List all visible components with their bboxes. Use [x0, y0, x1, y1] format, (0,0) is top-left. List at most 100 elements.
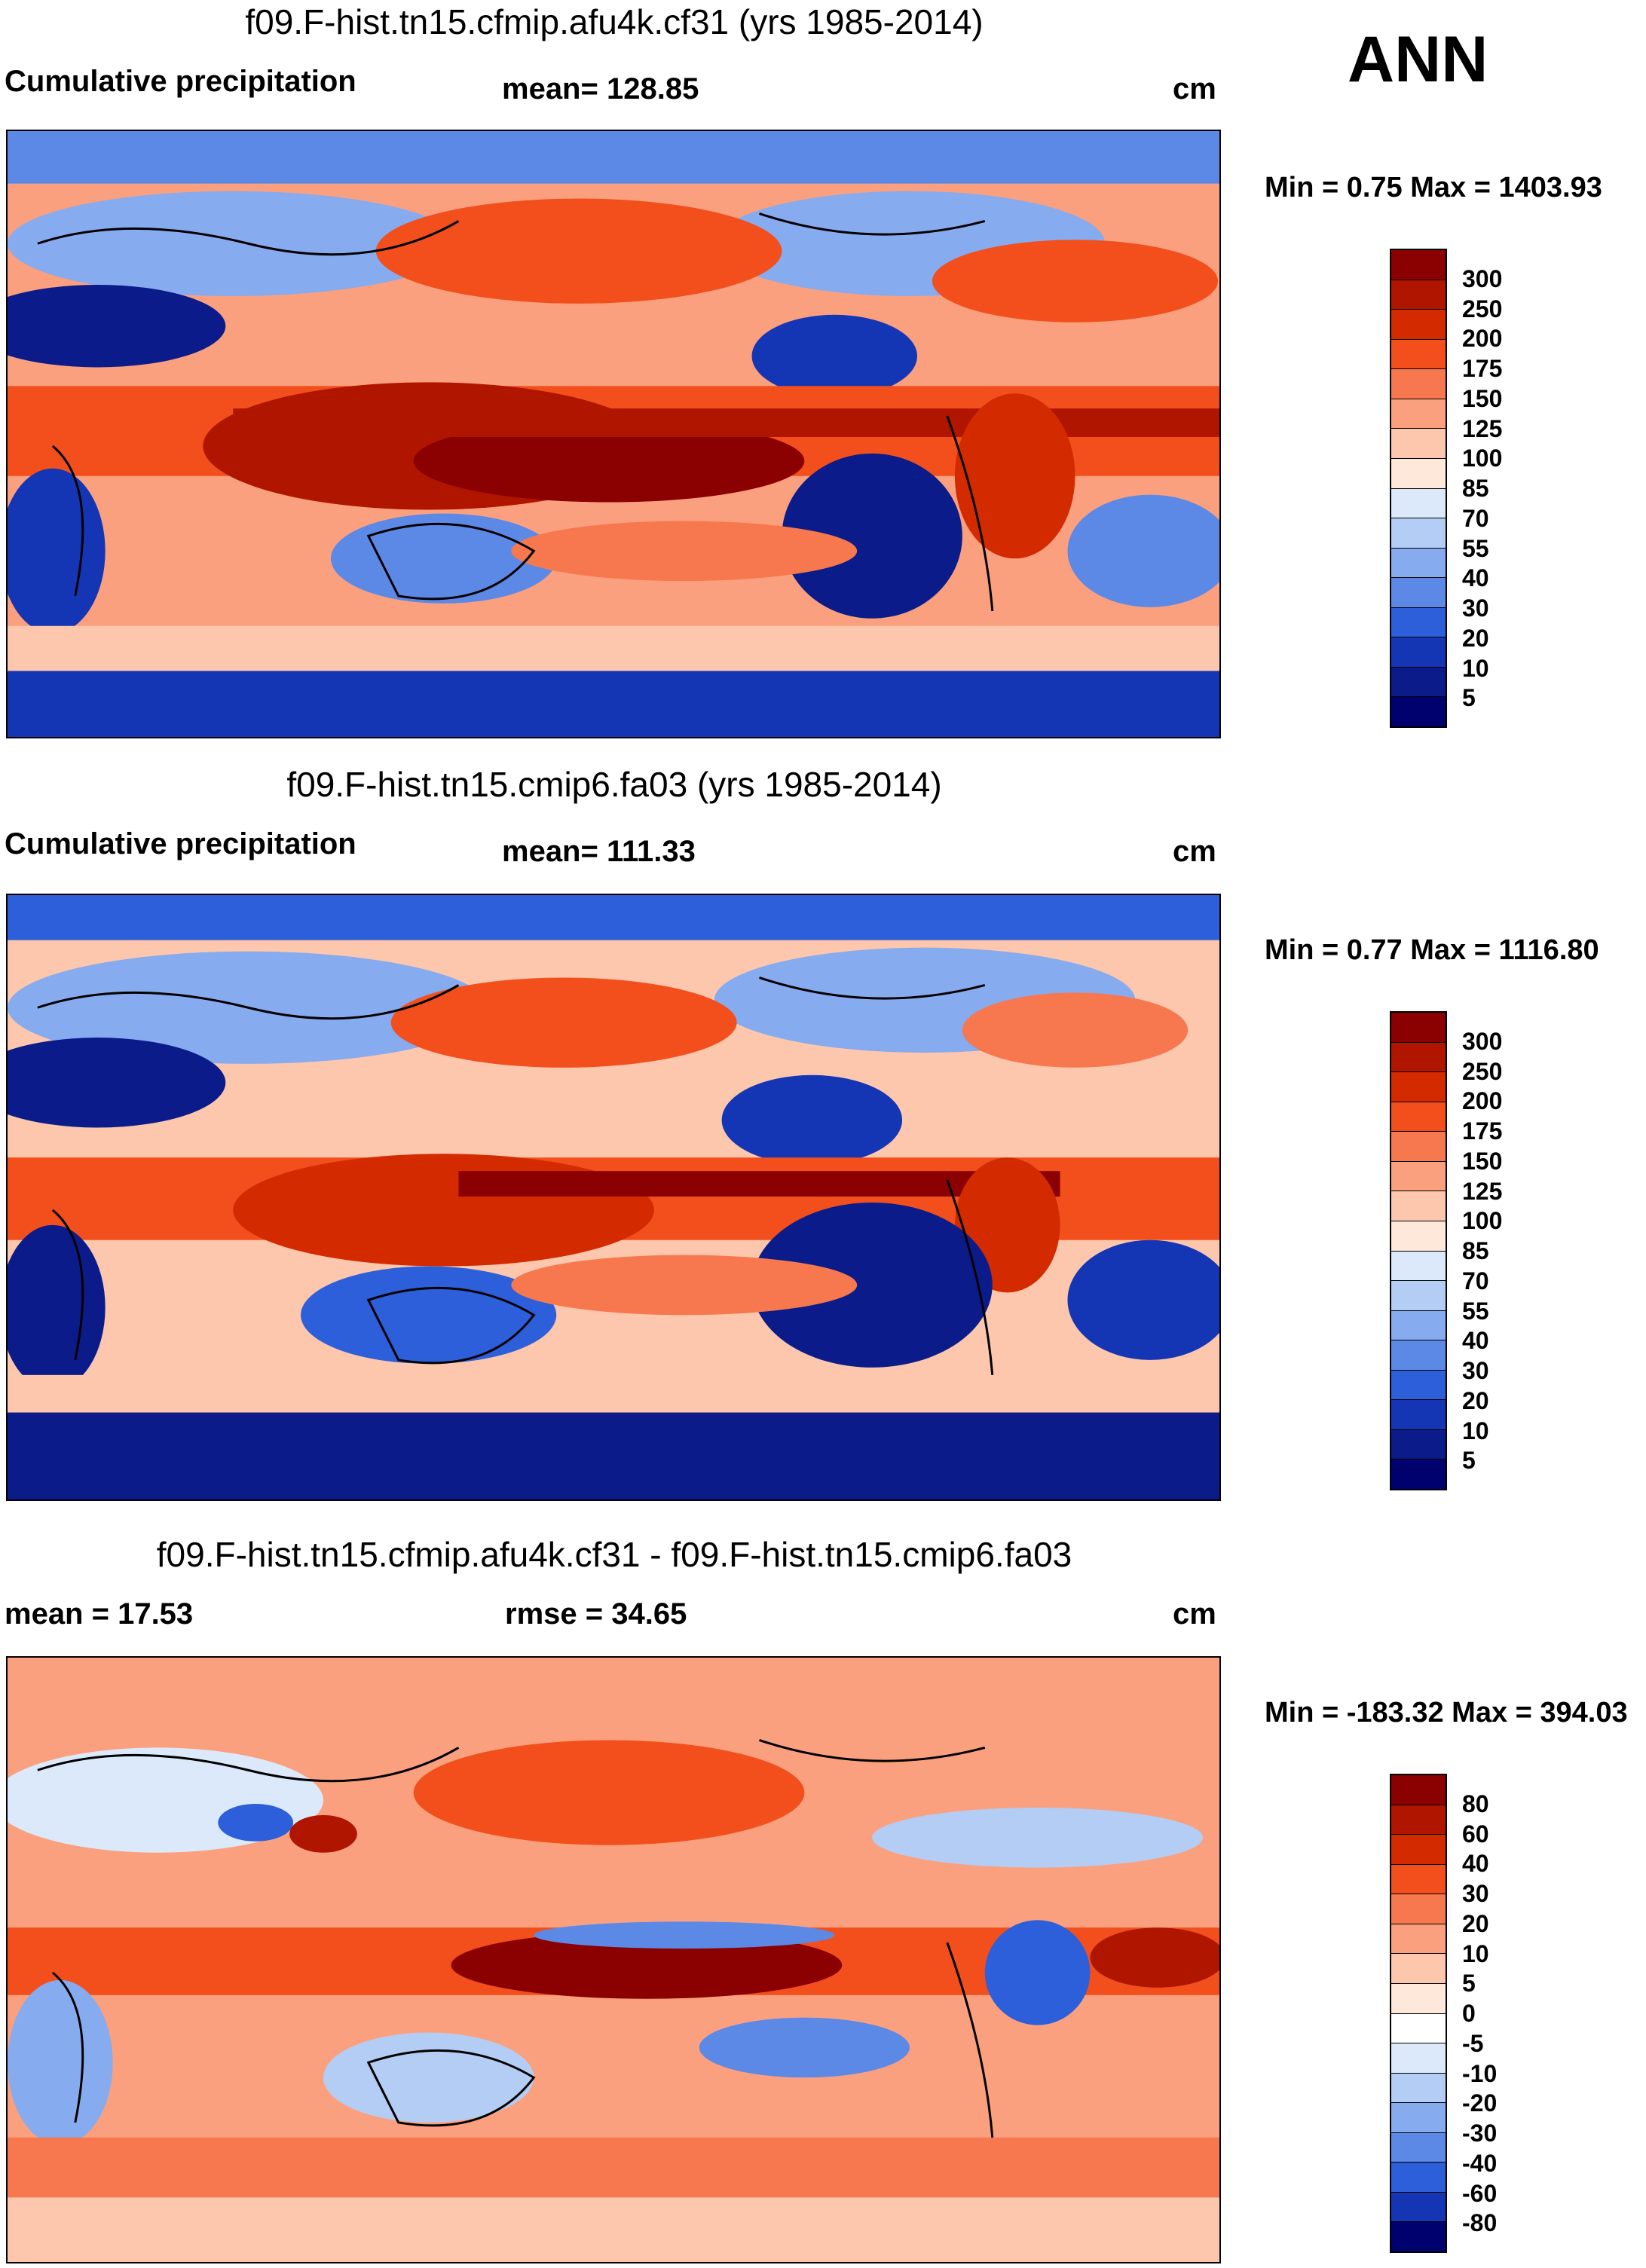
colorbar-tick-label: -30: [1462, 2120, 1498, 2147]
colorbar-tick-label: 5: [1462, 684, 1476, 712]
arctic-band: [8, 131, 1219, 184]
spcz-band: [511, 521, 858, 582]
colorbar-swatch: [1391, 458, 1446, 489]
colorbar-tick-label: 40: [1462, 564, 1489, 592]
colorbar-tick-label: 10: [1462, 1417, 1489, 1444]
panel1-title: f09.F-hist.tn15.cfmip.afu4k.cf31 (yrs 19…: [245, 2, 984, 41]
colorbar-tick-label: 20: [1462, 624, 1489, 652]
australia-neg: [323, 2032, 534, 2123]
colorbar-swatch: [1391, 667, 1446, 698]
north-atlantic-neg: [872, 1808, 1204, 1868]
colorbar-swatch: [1391, 578, 1446, 608]
warm-pool-core: [413, 420, 805, 503]
colorbar-tick-label: 100: [1462, 445, 1503, 472]
colorbar-swatch: [1391, 2163, 1446, 2193]
colorbar-tick-label: 85: [1462, 475, 1489, 502]
panel2-minmax: Min = 0.77 Max = 1116.80: [1265, 934, 1599, 966]
panel3-colorbar: [1390, 1774, 1447, 2253]
colorbar-tick-label: 300: [1462, 264, 1503, 292]
panel1-minmax: Min = 0.75 Max = 1403.93: [1265, 172, 1602, 203]
panel3-mean-label: mean = 17.53: [5, 1597, 194, 1631]
north-atlantic-storm-track: [962, 992, 1189, 1068]
panel3-title: f09.F-hist.tn15.cfmip.afu4k.cf31 - f09.F…: [156, 1535, 1072, 1574]
colorbar-tick-label: 200: [1462, 325, 1503, 353]
south-atlantic-dry: [1067, 494, 1219, 607]
colorbar-swatch: [1391, 1460, 1446, 1489]
colorbar-tick-label: 150: [1462, 1147, 1503, 1175]
tibet-dipole-neg: [218, 1804, 294, 1842]
colorbar-swatch: [1391, 399, 1446, 429]
colorbar-tick-label: 175: [1462, 1117, 1503, 1145]
colorbar-swatch: [1391, 339, 1446, 370]
colorbar-tick-label: 30: [1462, 1880, 1489, 1907]
colorbar-swatch: [1391, 1835, 1446, 1865]
colorbar-tick-label: 250: [1462, 295, 1503, 322]
panel1-map: [6, 130, 1221, 738]
colorbar-tick-label: 80: [1462, 1790, 1489, 1817]
colorbar-tick-label: 55: [1462, 1297, 1489, 1325]
southern-ocean-pos: [8, 2137, 1219, 2198]
panel2-map: [6, 894, 1221, 1501]
southern-africa-neg: [8, 1979, 113, 2145]
colorbar-swatch: [1391, 1429, 1446, 1460]
colorbar-tick-label: 30: [1462, 595, 1489, 622]
colorbar-swatch: [1391, 1340, 1446, 1371]
colorbar-swatch: [1391, 1310, 1446, 1341]
southern-ocean-band: [8, 1374, 1219, 1413]
east-pacific-dry: [751, 314, 917, 398]
colorbar-tick-label: 125: [1462, 414, 1503, 442]
colorbar-swatch: [1391, 1072, 1446, 1102]
colorbar-swatch: [1391, 1161, 1446, 1192]
panel3-rmse-label: rmse = 34.65: [505, 1597, 687, 1631]
antarctic-band: [8, 2197, 1219, 2262]
colorbar-swatch: [1391, 369, 1446, 399]
south-america-wet: [954, 393, 1075, 559]
panel2-units: cm: [1173, 835, 1216, 868]
central-pacific-max: [451, 1931, 843, 1999]
colorbar-swatch: [1391, 518, 1446, 549]
southeast-pacific-dry: [751, 1202, 993, 1368]
panel2-colorbar: [1390, 1011, 1447, 1490]
colorbar-swatch: [1391, 1132, 1446, 1162]
panel1-colorbar: [1390, 249, 1447, 728]
panel3-minmax: Min = -183.32 Max = 394.03: [1265, 1697, 1628, 1729]
colorbar-tick-label: 10: [1462, 654, 1489, 682]
north-pacific-storm-track: [390, 977, 737, 1068]
colorbar-swatch: [1391, 1042, 1446, 1073]
colorbar-swatch: [1391, 1983, 1446, 2014]
colorbar-tick-label: 5: [1462, 1447, 1476, 1475]
colorbar-tick-label: 70: [1462, 504, 1489, 532]
colorbar-tick-label: 250: [1462, 1057, 1503, 1085]
southeast-pacific-dry: [782, 453, 962, 619]
colorbar-swatch: [1391, 1251, 1446, 1282]
atlantic-itcz-pos: [1090, 1927, 1219, 1988]
antarctic-band: [8, 671, 1219, 737]
southern-ocean-band: [8, 625, 1219, 671]
south-pacific-neg: [699, 2017, 910, 2078]
colorbar-swatch: [1391, 1864, 1446, 1895]
colorbar-tick-label: 10: [1462, 1939, 1489, 1967]
warm-pool-max: [233, 1154, 654, 1267]
colorbar-tick-label: 175: [1462, 355, 1503, 382]
colorbar-tick-label: 20: [1462, 1909, 1489, 1937]
colorbar-swatch: [1391, 1894, 1446, 1924]
south-atlantic-dry: [1067, 1239, 1219, 1360]
panel3-units: cm: [1173, 1597, 1216, 1631]
colorbar-tick-label: 150: [1462, 384, 1503, 412]
panel1-units: cm: [1173, 72, 1216, 105]
colorbar-tick-label: -80: [1462, 2209, 1498, 2237]
colorbar-swatch: [1391, 548, 1446, 579]
colorbar-tick-label: -40: [1462, 2149, 1498, 2177]
coastline: [37, 1739, 994, 2138]
colorbar-swatch: [1391, 1805, 1446, 1835]
colorbar-tick-label: 85: [1462, 1237, 1489, 1264]
colorbar-swatch: [1391, 488, 1446, 519]
panel2-mean-label: mean= 111.33: [502, 835, 696, 868]
coastline: [37, 212, 994, 611]
colorbar-tick-label: 20: [1462, 1386, 1489, 1414]
colorbar-tick-label: 125: [1462, 1177, 1503, 1205]
australia-dry: [301, 1266, 557, 1364]
colorbar-swatch: [1391, 2103, 1446, 2133]
sahara-dry: [8, 1038, 226, 1128]
northern-land-blue: [8, 191, 459, 296]
